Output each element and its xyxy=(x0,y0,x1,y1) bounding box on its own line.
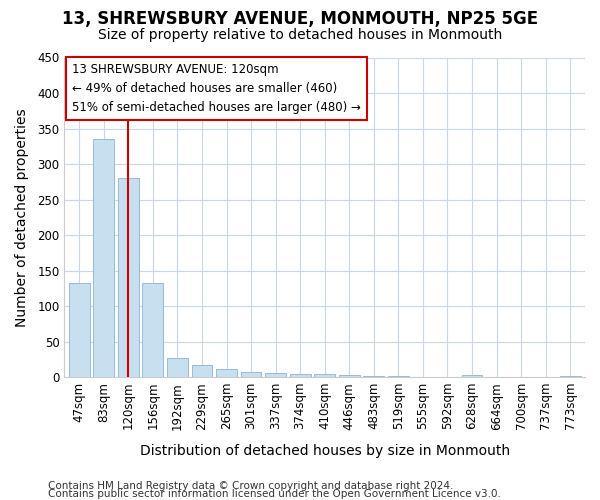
Text: Contains HM Land Registry data © Crown copyright and database right 2024.: Contains HM Land Registry data © Crown c… xyxy=(48,481,454,491)
Text: 13, SHREWSBURY AVENUE, MONMOUTH, NP25 5GE: 13, SHREWSBURY AVENUE, MONMOUTH, NP25 5G… xyxy=(62,10,538,28)
Bar xyxy=(142,284,163,377)
Bar xyxy=(339,375,360,377)
Bar xyxy=(388,376,409,377)
Bar xyxy=(364,376,384,377)
Bar xyxy=(69,282,89,377)
Bar xyxy=(93,139,114,377)
Bar xyxy=(314,374,335,377)
Bar xyxy=(290,374,311,377)
Bar xyxy=(118,178,139,377)
Text: 13 SHREWSBURY AVENUE: 120sqm
← 49% of detached houses are smaller (460)
51% of s: 13 SHREWSBURY AVENUE: 120sqm ← 49% of de… xyxy=(72,63,361,114)
Text: Size of property relative to detached houses in Monmouth: Size of property relative to detached ho… xyxy=(98,28,502,42)
Bar xyxy=(216,368,237,377)
Bar xyxy=(265,373,286,377)
Bar xyxy=(191,365,212,377)
Bar xyxy=(241,372,262,377)
Bar xyxy=(560,376,581,377)
Y-axis label: Number of detached properties: Number of detached properties xyxy=(15,108,29,326)
Bar xyxy=(167,358,188,377)
X-axis label: Distribution of detached houses by size in Monmouth: Distribution of detached houses by size … xyxy=(140,444,510,458)
Text: Contains public sector information licensed under the Open Government Licence v3: Contains public sector information licen… xyxy=(48,489,501,499)
Bar xyxy=(461,375,482,377)
